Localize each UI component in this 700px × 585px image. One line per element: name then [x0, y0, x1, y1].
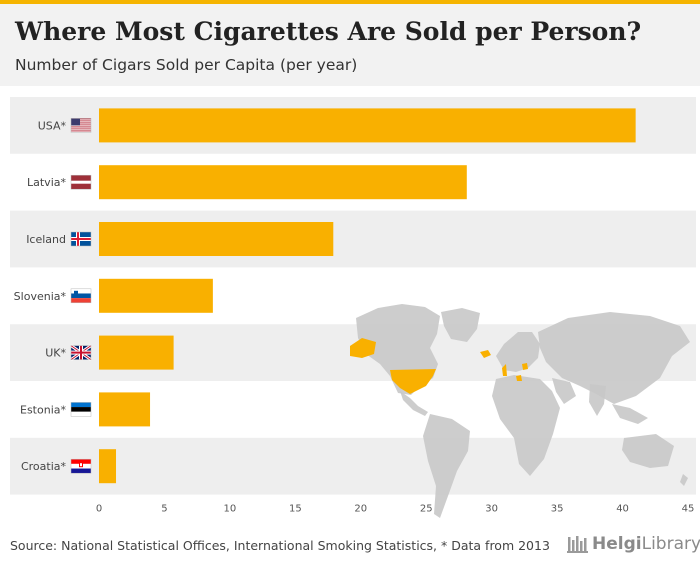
- row-stripe: [10, 437, 696, 495]
- flag-latvia-icon: [70, 174, 92, 190]
- bar-slovenia: [99, 278, 213, 313]
- category-label: Croatia*: [21, 460, 67, 473]
- india-landmass: [589, 384, 606, 416]
- category-label: Slovenia*: [14, 290, 67, 303]
- central-america-landmass: [400, 391, 428, 416]
- bar-iceland: [99, 222, 334, 256]
- logo-text-bold: Helgi: [592, 534, 642, 554]
- x-tick-label: 45: [682, 504, 695, 515]
- usa-highlight: [390, 369, 436, 394]
- x-tick-label: 20: [354, 504, 367, 515]
- europe-landmass: [496, 332, 540, 372]
- iceland-highlight: [480, 350, 491, 358]
- category-label: Iceland: [26, 233, 66, 246]
- category-label: Latvia*: [27, 176, 66, 189]
- logo-text-rest: Library.: [641, 534, 700, 554]
- baltic-highlight: [522, 363, 528, 370]
- x-tick-label: 10: [224, 504, 237, 515]
- bar-croatia: [99, 449, 117, 484]
- flag-croatia-icon: [70, 458, 92, 474]
- flag-slovenia-icon: [70, 288, 92, 304]
- new-zealand-landmass: [680, 474, 688, 486]
- bar-uk: [99, 335, 174, 370]
- bar-usa: [99, 108, 636, 143]
- world-map-background: [350, 304, 690, 518]
- source-note: Source: National Statistical Offices, In…: [10, 538, 550, 553]
- x-tick-label: 40: [616, 504, 629, 515]
- category-label: USA*: [38, 119, 67, 132]
- helgi-library-logo: Helgi Library.: [567, 532, 700, 556]
- australia-landmass: [622, 434, 674, 468]
- top-accent-bar: [0, 0, 700, 4]
- flag-iceland-icon: [70, 231, 92, 247]
- asia-landmass: [538, 312, 690, 404]
- x-tick-label: 5: [161, 504, 167, 515]
- chart-title: Where Most Cigarettes Are Sold per Perso…: [15, 17, 642, 46]
- south-america-landmass: [423, 414, 470, 518]
- arabia-landmass: [552, 378, 576, 404]
- category-label: Estonia*: [20, 403, 66, 416]
- alaska-highlight: [350, 338, 376, 358]
- flag-usa-icon: [70, 118, 92, 133]
- chart-subtitle: Number of Cigars Sold per Capita (per ye…: [15, 56, 358, 74]
- bar-chart: 0 5 10 15 20 25 30 35 40 45 USA* Latvia* Iceland Slov…: [10, 97, 696, 518]
- bar-latvia: [99, 165, 467, 200]
- uk-highlight: [502, 364, 507, 376]
- slovenia-croatia-highlight: [516, 375, 522, 381]
- library-building-icon: [567, 536, 588, 553]
- x-tick-label: 15: [289, 504, 302, 515]
- southeast-asia-landmass: [612, 404, 648, 424]
- flag-estonia-icon: [70, 402, 92, 417]
- category-label: UK*: [45, 347, 66, 360]
- chart-header: Where Most Cigarettes Are Sold per Perso…: [0, 4, 700, 86]
- x-tick-label: 0: [96, 504, 102, 515]
- africa-landmass: [492, 375, 560, 476]
- bar-estonia: [99, 392, 151, 427]
- greenland-landmass: [441, 308, 480, 342]
- x-tick-label: 25: [420, 504, 433, 515]
- x-tick-label: 35: [551, 504, 564, 515]
- x-tick-label: 30: [485, 504, 498, 515]
- flag-uk-icon: [70, 344, 92, 361]
